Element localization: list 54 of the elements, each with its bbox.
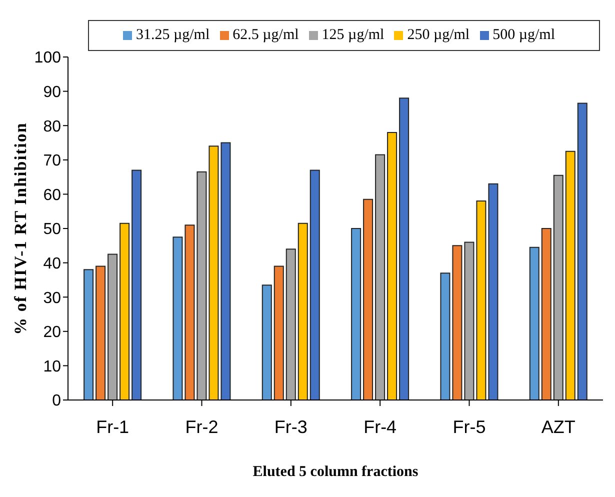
y-tick-label: 40 bbox=[43, 255, 62, 272]
x-tick-label: Fr-5 bbox=[452, 416, 486, 437]
y-tick-label: 60 bbox=[43, 186, 62, 204]
bar bbox=[274, 266, 284, 400]
x-axis-title: Eluted 5 column fractions bbox=[252, 464, 418, 480]
bar bbox=[184, 224, 195, 400]
bar bbox=[363, 198, 374, 400]
bar bbox=[452, 245, 462, 400]
bar bbox=[399, 98, 410, 400]
bar bbox=[553, 174, 564, 400]
bar bbox=[577, 102, 588, 400]
bar bbox=[172, 236, 183, 400]
bar bbox=[298, 222, 308, 400]
bar bbox=[108, 254, 118, 400]
bar bbox=[96, 266, 106, 400]
x-tick-label: Fr-3 bbox=[274, 416, 308, 437]
bar bbox=[565, 150, 576, 400]
bar bbox=[196, 171, 207, 400]
bar bbox=[488, 183, 498, 400]
legend-label: 250 µg/ml bbox=[407, 27, 470, 43]
bar bbox=[262, 284, 272, 400]
y-tick-label: 70 bbox=[43, 152, 62, 170]
bar bbox=[132, 170, 142, 400]
y-tick-label: 50 bbox=[43, 221, 62, 238]
bar bbox=[310, 170, 320, 400]
bar bbox=[286, 248, 296, 400]
bar bbox=[440, 272, 450, 400]
legend-label: 125 µg/ml bbox=[322, 27, 384, 43]
bar bbox=[476, 200, 486, 400]
bar bbox=[387, 132, 398, 400]
bar bbox=[220, 142, 231, 400]
bar bbox=[375, 154, 386, 400]
bar bbox=[541, 228, 552, 400]
legend-label: 62.5 µg/ml bbox=[232, 27, 299, 43]
bar bbox=[464, 242, 474, 400]
y-tick-label: 20 bbox=[43, 324, 62, 342]
legend-label: 500 µg/ml bbox=[492, 27, 556, 43]
x-tick-label: Fr-1 bbox=[96, 416, 130, 437]
y-tick-label: 80 bbox=[43, 118, 62, 136]
x-tick-label: Fr-4 bbox=[364, 416, 397, 437]
legend-label: 31.25 µg/ml bbox=[136, 27, 210, 43]
y-tick-label: 10 bbox=[43, 358, 62, 376]
bar bbox=[120, 222, 130, 400]
x-tick-label: AZT bbox=[541, 416, 576, 437]
bar bbox=[84, 269, 94, 400]
bar bbox=[351, 228, 362, 400]
x-tick-label: Fr-2 bbox=[185, 416, 218, 437]
y-tick-label: 100 bbox=[34, 50, 62, 67]
bar bbox=[208, 146, 219, 400]
y-tick-label: 90 bbox=[43, 84, 62, 101]
y-tick-label: 30 bbox=[43, 290, 62, 307]
y-axis-title: % of HIV-1 RT Inhibition bbox=[11, 122, 30, 335]
bar bbox=[529, 246, 540, 400]
y-tick-label: 0 bbox=[52, 392, 62, 410]
